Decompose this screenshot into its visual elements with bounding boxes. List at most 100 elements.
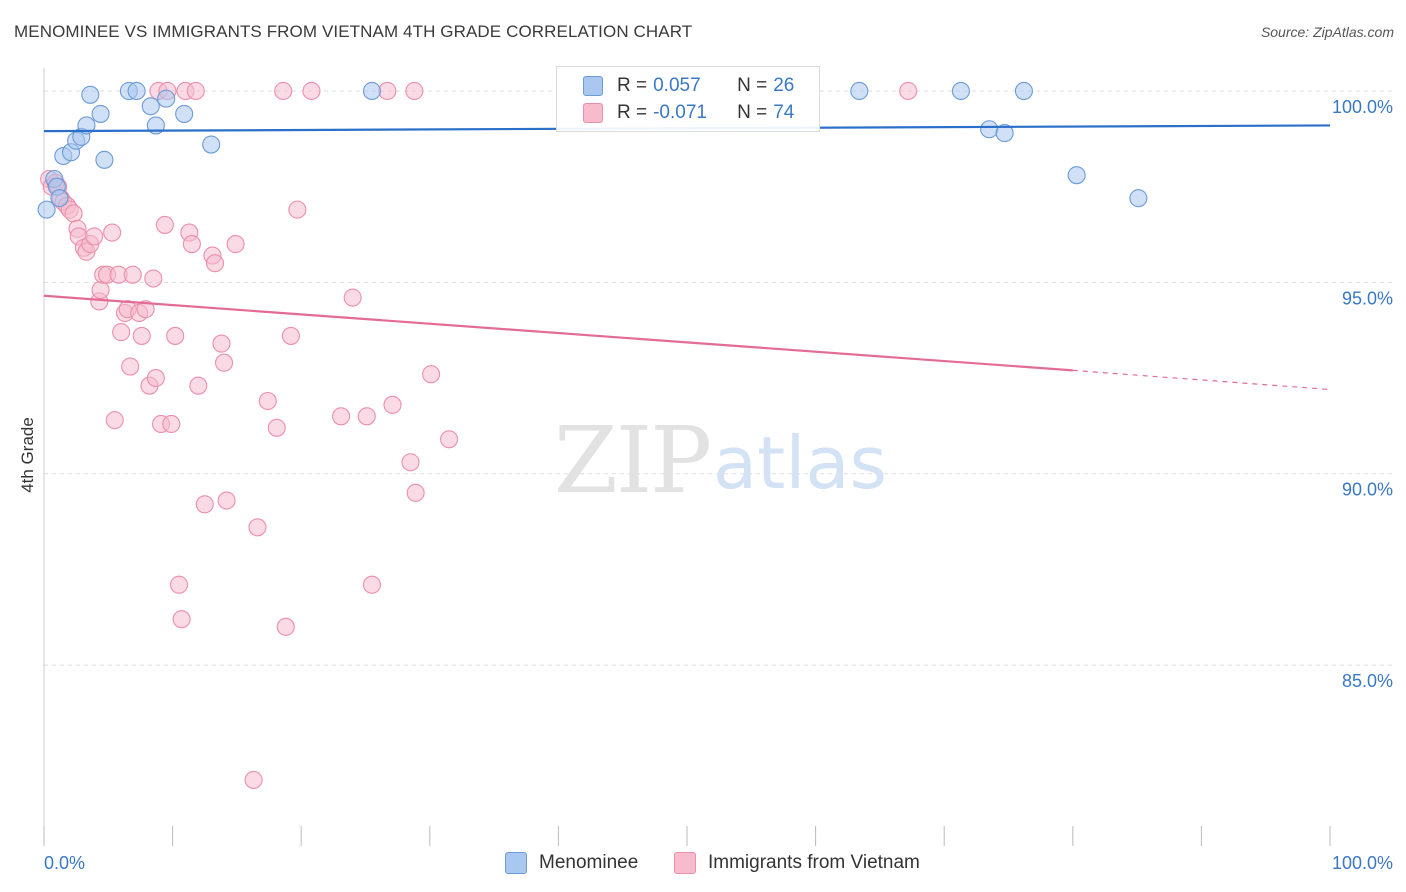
legend-swatch-pink: [674, 852, 696, 874]
vietnam-point: [422, 365, 441, 384]
legend-swatch-pink: [583, 103, 603, 123]
x-tick-label-right: 100.0%: [1332, 853, 1393, 873]
menominee-point: [157, 89, 176, 108]
grid-lines: [44, 90, 1393, 666]
y-tick-label: 90.0%: [1342, 480, 1393, 500]
vietnam-point: [144, 269, 163, 288]
menominee-point: [980, 120, 999, 139]
legend-item-vietnam[interactable]: Immigrants from Vietnam: [674, 852, 920, 874]
legend-row-menominee: R = 0.057 N = 26: [583, 73, 794, 99]
menominee-point: [91, 104, 110, 123]
vietnam-point: [383, 395, 402, 414]
legend-row-vietnam: R = -0.071 N = 74: [583, 100, 794, 126]
vietnam-point: [186, 81, 205, 101]
vietnam-point: [195, 495, 214, 514]
vietnam-point: [332, 407, 351, 426]
axes: [43, 68, 1331, 846]
vietnam-point: [162, 414, 181, 434]
trend-lines: [43, 124, 1331, 391]
vietnam-point: [103, 223, 122, 242]
chart-title: MENOMINEE VS IMMIGRANTS FROM VIETNAM 4TH…: [14, 22, 693, 41]
menominee-point: [50, 189, 69, 208]
vietnam-point: [281, 326, 300, 345]
vietnam-point: [343, 288, 362, 307]
vietnam-point: [274, 81, 293, 101]
legend-r-value: -0.071: [653, 102, 707, 123]
vietnam-point: [146, 368, 165, 388]
vietnam-point: [132, 326, 151, 345]
vietnam-point: [406, 483, 425, 502]
legend-r-label: R =: [617, 75, 648, 96]
vietnam-point: [401, 453, 420, 472]
vietnam-point: [105, 411, 124, 430]
y-axis-label: 4th Grade: [18, 417, 37, 493]
legend-n-label: N =: [737, 75, 768, 96]
vietnam-point: [440, 430, 459, 449]
x-tick-label-left: 0.0%: [44, 853, 85, 873]
watermark-atlas: atlas: [713, 421, 887, 505]
legend-r-label: R =: [617, 102, 648, 123]
menominee-point: [1129, 189, 1148, 208]
menominee-point: [995, 124, 1014, 143]
stats-legend: R = 0.057 N = 26 R = -0.071 N = 74: [556, 66, 820, 132]
vietnam-point: [276, 617, 295, 636]
series-immigrants-vietnam: [40, 81, 918, 789]
y-tick-label: 100.0%: [1332, 97, 1393, 117]
vietnam-point: [155, 215, 174, 234]
legend-swatch-blue: [505, 852, 527, 874]
legend-item-menominee[interactable]: Menominee: [505, 852, 638, 874]
menominee-point: [362, 81, 381, 101]
series-legend: Menominee Immigrants from Vietnam: [0, 850, 1406, 878]
vietnam-point: [357, 407, 376, 426]
legend-label-vietnam: Immigrants from Vietnam: [708, 852, 920, 873]
vietnam-point: [189, 376, 208, 395]
y-tick-label: 85.0%: [1342, 671, 1393, 691]
legend-n-label: N =: [737, 102, 768, 123]
legend-r-value: 0.057: [653, 75, 701, 96]
vietnam-point: [136, 300, 155, 319]
menominee-point: [1014, 81, 1033, 101]
source-label: Source: ZipAtlas.com: [1260, 24, 1394, 40]
vietnam-point: [362, 575, 381, 594]
menominee-point: [77, 116, 96, 135]
vietnam-point: [217, 491, 236, 510]
series-menominee: [37, 81, 1148, 219]
menominee-point: [850, 81, 869, 101]
vietnam-point: [172, 610, 191, 629]
vietnam-point: [123, 265, 142, 284]
menominee-point: [175, 104, 194, 123]
menominee-point: [1067, 166, 1086, 185]
legend-n-value: 26: [773, 75, 795, 96]
vietnam-point: [166, 326, 185, 345]
vietnam-point: [405, 81, 424, 101]
menominee-point: [141, 97, 160, 116]
vietnam-point: [121, 357, 140, 376]
vietnam-point: [244, 770, 263, 789]
menominee-point: [37, 200, 56, 219]
vietnam-point: [288, 200, 307, 219]
watermark: ZIP atlas: [554, 407, 887, 514]
vietnam-point: [378, 81, 397, 101]
legend-label-menominee: Menominee: [539, 852, 639, 873]
vietnam-point: [64, 204, 83, 223]
vietnam-point: [214, 353, 234, 372]
vietnam-point: [91, 280, 110, 300]
vietnam-point: [169, 575, 189, 594]
vietnam-point: [226, 235, 245, 254]
legend-n-value: 74: [773, 102, 795, 123]
vietnam-trend-line: [43, 294, 1073, 372]
menominee-point: [95, 150, 114, 169]
menominee-point: [127, 81, 146, 101]
legend-swatch-blue: [583, 76, 603, 96]
vietnam-point: [112, 323, 131, 342]
watermark-zip: ZIP: [554, 407, 710, 514]
vietnam-point: [267, 418, 286, 437]
menominee-point: [951, 81, 970, 101]
vietnam-point: [212, 334, 231, 353]
y-tick-label: 95.0%: [1342, 288, 1393, 308]
y-tick-labels: 85.0% 90.0% 95.0% 100.0%: [1332, 97, 1393, 691]
vietnam-point: [248, 518, 267, 537]
menominee-point: [81, 85, 100, 104]
vietnam-trend-line-extension: [1072, 369, 1331, 391]
